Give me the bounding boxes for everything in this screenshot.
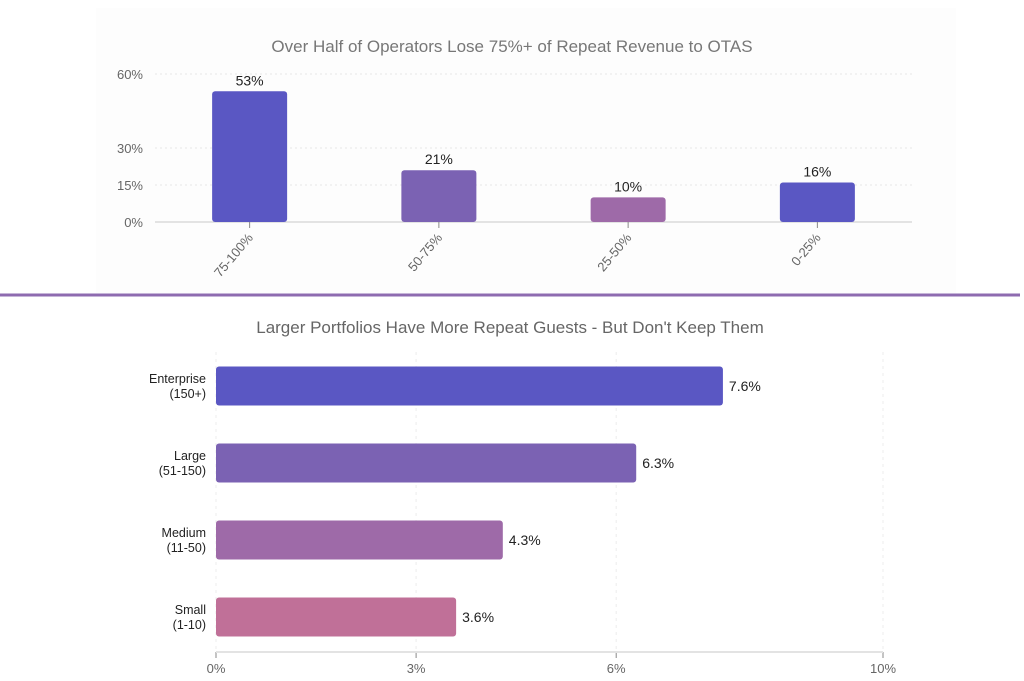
data-label: 4.3% [509,532,541,548]
y-tick-label: 60% [117,67,143,82]
y-category-label: (1-10) [173,618,206,632]
data-label: 10% [614,178,642,194]
bar [216,443,637,483]
bar [590,197,666,222]
y-tick-label: 15% [117,178,143,193]
y-category-label: Small [175,603,206,617]
y-category-label: Enterprise [149,372,206,386]
x-tick-label: 10% [870,661,896,676]
y-category-label: (150+) [170,387,206,401]
bar [216,366,723,406]
y-category-label: (51-150) [159,464,206,478]
data-label: 21% [425,151,453,167]
y-category-label: Medium [162,526,206,540]
bar [212,91,288,223]
bar [216,520,503,560]
bar [216,597,457,637]
bar [401,170,477,222]
data-label: 53% [236,72,264,88]
x-tick-label: 3% [407,661,426,676]
y-tick-label: 30% [117,141,143,156]
y-category-label: Large [174,449,206,463]
data-label: 16% [803,164,831,180]
x-tick-label: 0% [207,661,226,676]
data-label: 6.3% [642,455,674,471]
bottom-chart: 0% 3% 6% 10% 7.6% Enterprise(150+) 6.3% Large(5… [149,352,896,676]
y-tick-label: 0% [124,215,143,230]
top-chart-title: Over Half of Operators Lose 75%+ of Repe… [271,37,752,56]
data-label: 7.6% [729,378,761,394]
bar [779,182,855,222]
data-label: 3.6% [462,609,494,625]
y-category-label: (11-50) [167,541,206,555]
x-tick-label: 6% [607,661,626,676]
bottom-chart-title: Larger Portfolios Have More Repeat Guest… [256,318,764,337]
